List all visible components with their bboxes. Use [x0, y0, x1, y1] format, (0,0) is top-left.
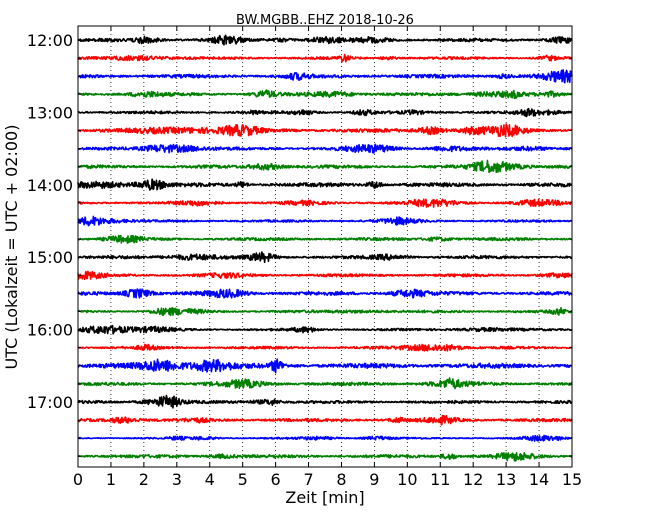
trace-1400 — [77, 178, 573, 191]
x-tick-labels: 0 1 2 3 4 5 6 7 8 9 10 11 12 13 14 15 — [73, 470, 582, 489]
trace-1415 — [77, 198, 573, 208]
seismic-traces — [77, 34, 573, 462]
x-tick-label: 11 — [430, 470, 450, 489]
x-tick-label: 13 — [496, 470, 516, 489]
y-tick-label: 16:00 — [27, 321, 73, 340]
y-tick-label: 15:00 — [27, 248, 73, 267]
trace-1700 — [77, 394, 573, 409]
x-tick-label: 10 — [397, 470, 417, 489]
trace-1730 — [77, 434, 573, 442]
trace-1615 — [77, 343, 573, 352]
trace-1230 — [77, 69, 573, 84]
y-tick-label: 13:00 — [27, 103, 73, 122]
trace-1515 — [77, 270, 573, 281]
trace-1530 — [77, 288, 573, 299]
trace-1345 — [77, 159, 573, 174]
x-tick-label: 2 — [139, 470, 149, 489]
y-axis-label: UTC (Lokalzeit = UTC + 02:00) — [2, 125, 21, 370]
x-tick-label: 0 — [73, 470, 83, 489]
trace-1715 — [77, 414, 573, 426]
y-tick-labels: 12:00 13:00 14:00 15:00 16:00 17:00 — [27, 31, 73, 412]
x-tick-label: 3 — [172, 470, 182, 489]
y-tick-label: 12:00 — [27, 31, 73, 50]
trace-1630 — [77, 358, 573, 374]
x-tick-label: 1 — [106, 470, 116, 489]
x-tick-label: 12 — [463, 470, 483, 489]
trace-1600 — [77, 324, 573, 335]
trace-1445 — [77, 234, 573, 244]
trace-1200 — [77, 34, 573, 46]
x-tick-label: 4 — [205, 470, 215, 489]
trace-1745 — [77, 451, 573, 462]
trace-1300 — [77, 107, 573, 118]
x-tick-label: 6 — [271, 470, 281, 489]
plot-frame — [77, 25, 573, 468]
x-tick-label: 8 — [336, 470, 346, 489]
x-tick-label: 5 — [238, 470, 248, 489]
x-axis-label: Zeit [min] — [285, 488, 364, 507]
x-tick-label: 14 — [529, 470, 549, 489]
y-tick-label: 17:00 — [27, 393, 73, 412]
chart-title: BW.MGBB..EHZ 2018-10-26 — [236, 13, 414, 28]
trace-1545 — [77, 306, 573, 317]
x-tick-label: 9 — [369, 470, 379, 489]
trace-1215 — [77, 53, 573, 63]
trace-1245 — [77, 89, 573, 100]
grid-lines — [110, 26, 540, 467]
x-tick-label: 15 — [562, 470, 582, 489]
trace-1315 — [77, 123, 573, 138]
trace-1430 — [77, 215, 573, 227]
trace-1645 — [77, 377, 573, 390]
x-tick-label: 7 — [303, 470, 313, 489]
trace-1330 — [77, 143, 573, 154]
trace-1500 — [77, 251, 573, 264]
y-tick-label: 14:00 — [27, 176, 73, 195]
